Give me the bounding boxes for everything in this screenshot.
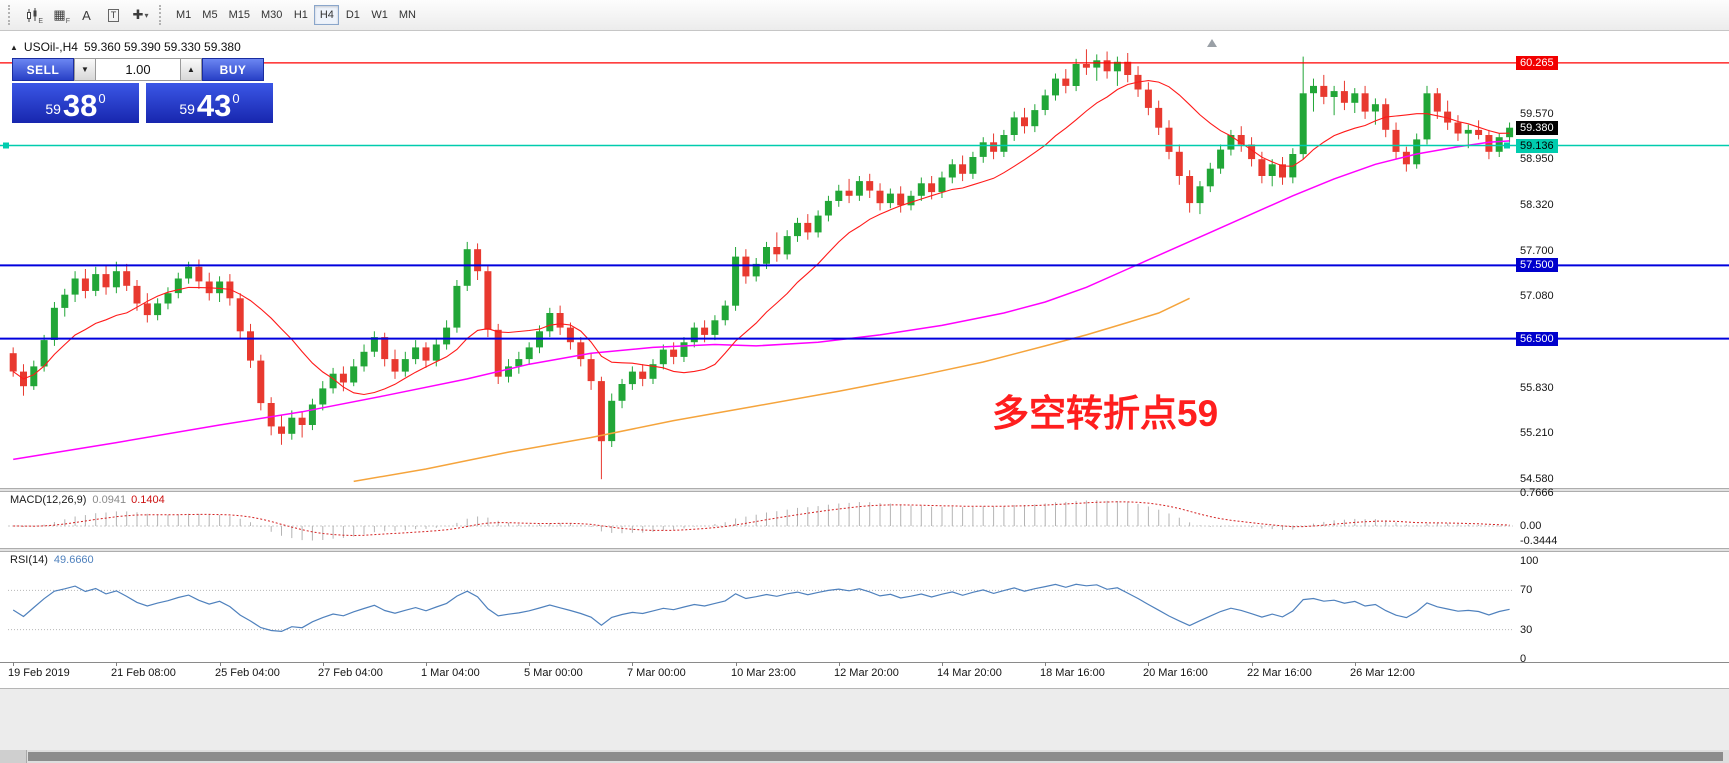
text-label-icon-glyph: A (82, 7, 91, 23)
chart-shift-marker (1207, 39, 1217, 47)
time-axis[interactable] (0, 662, 1729, 688)
rsi-name: RSI(14) (10, 554, 48, 566)
macd-main-value: 0.0941 (92, 494, 127, 506)
icon-sub-label: E (38, 18, 43, 25)
candlestick-chart-icon[interactable]: E (20, 4, 45, 26)
crosshair-tool-icon-glyph: ✚ (132, 7, 144, 22)
text-frame-icon-glyph: T (107, 8, 120, 22)
chart-header: ▲ USOil-,H4 59.360 59.390 59.330 59.380 (10, 40, 241, 54)
volume-input[interactable] (96, 58, 180, 81)
bid-price-big: 38 (62, 88, 98, 123)
timeframes-group: M1 M5 M15 M30 H1 H4 D1 W1 MN (171, 5, 421, 25)
scrollbar-thumb[interactable] (28, 752, 1723, 761)
crosshair-tool-icon[interactable]: ✚ ▾ (128, 4, 153, 26)
macd-name: MACD(12,26,9) (10, 494, 87, 506)
timeframe-button-m15[interactable]: M15 (224, 5, 255, 25)
main-chart-canvas[interactable] (0, 31, 1729, 488)
timeframe-button-m5[interactable]: M5 (197, 5, 222, 25)
toolbar-grip[interactable] (159, 5, 165, 25)
macd-label: MACD(12,26,9) 0.0941 0.1404 (10, 494, 165, 506)
icon-sub-label: F (65, 18, 70, 25)
ask-price-sup: 0 (232, 91, 240, 106)
text-label-icon[interactable]: A (74, 4, 99, 26)
timeframe-button-d1[interactable]: D1 (340, 5, 365, 25)
chart-annotation-text[interactable]: 多空转折点59 (992, 393, 1219, 434)
buy-button[interactable]: BUY (202, 58, 264, 81)
ask-price-panel[interactable]: 59 43 0 (146, 83, 273, 123)
bottom-strip (0, 688, 1729, 763)
timeframe-button-mn[interactable]: MN (394, 5, 421, 25)
rsi-label: RSI(14) 49.6660 (10, 554, 94, 566)
grid-icon[interactable]: ▦ F (47, 4, 72, 26)
rsi-value: 49.6660 (53, 554, 94, 566)
rsi-pane[interactable] (0, 552, 1729, 662)
ohlc-values: 59.360 59.390 59.330 59.380 (83, 40, 241, 54)
one-click-collapse-button[interactable]: ▲ (10, 42, 18, 52)
bid-price-sup: 0 (98, 91, 106, 106)
timeframe-button-m1[interactable]: M1 (171, 5, 196, 25)
timeframe-button-h4[interactable]: H4 (314, 5, 340, 25)
volume-increment-button[interactable]: ▲ (180, 58, 202, 81)
pane-splitter[interactable] (0, 488, 1729, 492)
dropdown-caret-icon: ▾ (144, 10, 149, 20)
chart-window: ▲ USOil-,H4 59.360 59.390 59.330 59.380 … (0, 31, 1729, 763)
bid-price-panel[interactable]: 59 38 0 (12, 83, 139, 123)
toolbar-grip[interactable] (8, 5, 14, 25)
timeframe-button-m30[interactable]: M30 (256, 5, 287, 25)
timeframe-button-h1[interactable]: H1 (288, 5, 313, 25)
bid-price-prefix: 59 (45, 101, 61, 117)
macd-signal-value: 0.1404 (131, 494, 165, 506)
one-click-trading-panel: SELL ▼ ▲ BUY 59 38 0 59 43 0 (12, 58, 273, 123)
sell-button[interactable]: SELL (12, 58, 74, 81)
ask-price-big: 43 (196, 88, 232, 123)
timeframe-button-w1[interactable]: W1 (366, 5, 393, 25)
tools-group: E ▦ F A T ✚ ▾ (20, 4, 153, 26)
pane-splitter[interactable] (0, 548, 1729, 552)
volume-decrement-button[interactable]: ▼ (74, 58, 96, 81)
macd-pane[interactable] (0, 492, 1729, 548)
text-frame-icon[interactable]: T (101, 4, 126, 26)
ask-price-prefix: 59 (179, 101, 195, 117)
main-toolbar: E ▦ F A T ✚ ▾ M1 M5 M15 M30 H1 H4 D1 W1 MN (0, 0, 1729, 31)
horizontal-scrollbar[interactable] (0, 750, 1729, 763)
grid-icon-glyph: ▦ (53, 7, 66, 22)
scrollbar-corner[interactable] (0, 750, 27, 763)
symbol-title: USOil-,H4 (23, 40, 78, 54)
